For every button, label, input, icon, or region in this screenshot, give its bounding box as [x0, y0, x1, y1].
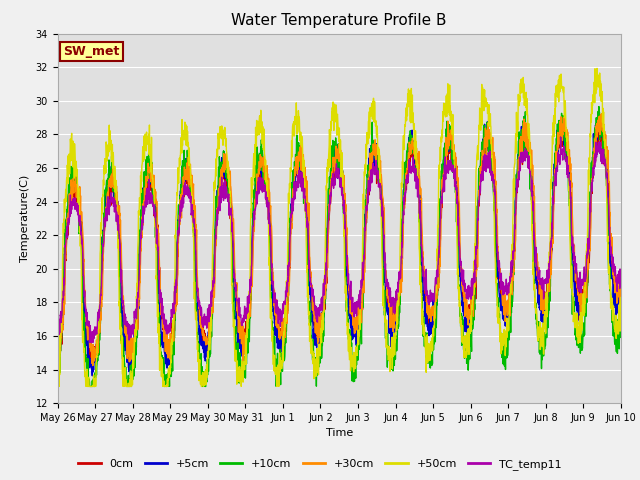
0cm	[211, 256, 219, 262]
+30cm	[356, 324, 364, 330]
0cm	[356, 326, 364, 332]
TC_temp11	[568, 231, 575, 237]
Line: 0cm: 0cm	[58, 125, 621, 369]
+10cm	[568, 263, 575, 269]
TC_temp11	[503, 292, 511, 298]
+30cm	[568, 170, 575, 176]
Line: TC_temp11: TC_temp11	[58, 137, 621, 345]
Line: +50cm: +50cm	[58, 69, 621, 386]
0cm	[568, 201, 575, 206]
0cm	[617, 296, 625, 301]
Y-axis label: Temperature(C): Temperature(C)	[20, 175, 30, 262]
0cm	[583, 271, 591, 277]
Text: SW_met: SW_met	[63, 45, 120, 58]
+5cm	[211, 243, 219, 249]
+10cm	[595, 104, 603, 109]
+5cm	[617, 284, 625, 289]
TC_temp11	[617, 283, 625, 289]
+50cm	[568, 285, 575, 291]
+30cm	[598, 110, 606, 116]
TC_temp11	[356, 295, 364, 301]
+50cm	[368, 110, 376, 116]
Line: +10cm: +10cm	[58, 107, 621, 386]
+50cm	[356, 327, 364, 333]
0cm	[503, 300, 511, 305]
+50cm	[503, 335, 511, 340]
+50cm	[583, 241, 591, 247]
X-axis label: Time: Time	[326, 429, 353, 438]
+30cm	[583, 280, 591, 286]
+10cm	[54, 371, 61, 376]
+30cm	[368, 150, 376, 156]
+30cm	[55, 364, 63, 370]
TC_temp11	[368, 171, 376, 177]
Line: +30cm: +30cm	[58, 113, 621, 367]
+10cm	[583, 300, 591, 305]
+30cm	[503, 309, 511, 315]
TC_temp11	[557, 134, 564, 140]
+5cm	[521, 113, 529, 119]
+10cm	[356, 342, 364, 348]
+30cm	[54, 362, 61, 368]
+5cm	[568, 247, 575, 252]
0cm	[368, 161, 376, 167]
+5cm	[88, 373, 96, 379]
0cm	[88, 366, 95, 372]
+10cm	[211, 228, 219, 234]
+10cm	[617, 330, 625, 336]
+10cm	[84, 384, 92, 389]
+30cm	[211, 274, 219, 280]
TC_temp11	[583, 255, 591, 261]
+50cm	[54, 374, 61, 380]
TC_temp11	[54, 339, 61, 345]
+50cm	[617, 295, 625, 300]
TC_temp11	[54, 342, 62, 348]
+5cm	[583, 275, 591, 281]
0cm	[596, 122, 604, 128]
+50cm	[54, 384, 61, 389]
Line: +5cm: +5cm	[58, 116, 621, 376]
+5cm	[368, 147, 376, 153]
+50cm	[593, 66, 601, 72]
+30cm	[617, 275, 625, 280]
+50cm	[211, 186, 219, 192]
Title: Water Temperature Profile B: Water Temperature Profile B	[232, 13, 447, 28]
+10cm	[368, 136, 376, 142]
Legend: 0cm, +5cm, +10cm, +30cm, +50cm, TC_temp11: 0cm, +5cm, +10cm, +30cm, +50cm, TC_temp1…	[74, 455, 566, 474]
+5cm	[54, 359, 61, 365]
+5cm	[356, 318, 364, 324]
+5cm	[503, 324, 511, 330]
TC_temp11	[211, 244, 219, 250]
+10cm	[503, 355, 511, 360]
0cm	[54, 356, 61, 362]
